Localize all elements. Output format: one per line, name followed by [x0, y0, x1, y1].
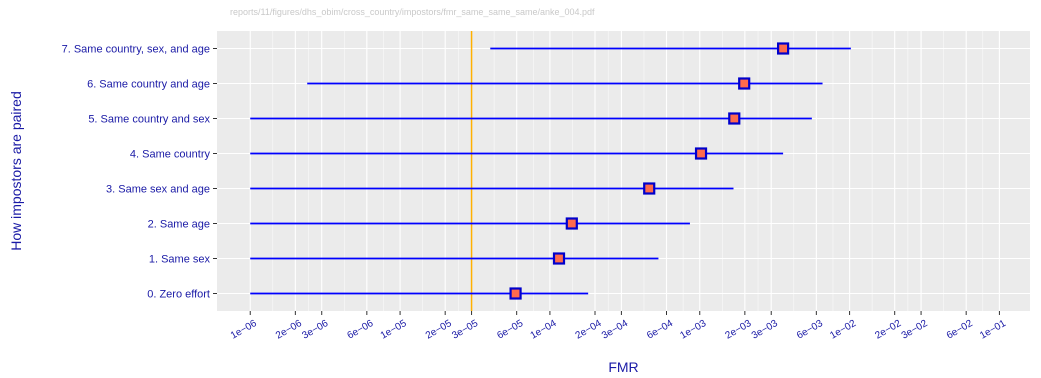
data-point [565, 217, 578, 230]
data-point [738, 77, 751, 90]
x-tick-label: 6e−03 [795, 318, 825, 342]
y-tick-label: 1. Same sex [149, 254, 211, 266]
x-tick-label: 1e−04 [529, 318, 559, 342]
data-point [552, 252, 566, 265]
x-tick-label: 6e−05 [495, 318, 525, 342]
y-tick-label: 0. Zero effort [147, 289, 210, 301]
x-tick-label: 6e−02 [945, 318, 975, 342]
x-tick-label: 1e−01 [978, 318, 1008, 342]
y-tick-label: 5. Same country and sex [88, 114, 210, 126]
y-axis-title: How impostors are paired [8, 91, 24, 251]
error-bars [250, 47, 851, 295]
x-tick-label: 2e−02 [873, 318, 903, 342]
x-tick-label: 6e−06 [346, 318, 376, 342]
x-axis-title: FMR [608, 359, 638, 375]
y-axis-ticks: 0. Zero effort 1. Same sex 2. Same age 3. S… [62, 44, 217, 301]
y-tick-label: 6. Same country and age [87, 79, 210, 91]
x-tick-label: 1e−03 [678, 318, 708, 342]
x-tick-label: 3e−02 [900, 318, 930, 342]
file-path-caption: reports/11/figures/dhs_obim/cross_countr… [230, 7, 595, 17]
x-tick-label: 3e−06 [300, 318, 330, 342]
x-tick-label: 2e−06 [274, 318, 304, 342]
data-point [694, 147, 708, 160]
y-tick-label: 3. Same sex and age [106, 184, 210, 196]
x-tick-label: 2e−05 [424, 318, 454, 342]
data-points [509, 42, 790, 300]
x-tick-label: 2e−03 [724, 318, 754, 342]
data-point [728, 112, 741, 125]
x-tick-label: 3e−04 [600, 318, 630, 342]
data-point [776, 42, 790, 55]
x-tick-label: 6e−04 [645, 318, 675, 342]
y-tick-label: 7. Same country, sex, and age [62, 44, 210, 56]
x-tick-label: 1e−02 [828, 318, 858, 342]
data-point [509, 287, 522, 300]
x-tick-label: 1e−05 [379, 318, 409, 342]
y-tick-label: 2. Same age [148, 219, 210, 231]
data-point [643, 182, 656, 195]
x-tick-label: 2e−04 [574, 318, 604, 342]
x-tick-label: 1e−06 [229, 318, 259, 342]
minor-gridlines [272, 31, 984, 311]
x-tick-label: 3e−05 [450, 318, 480, 342]
y-tick-label: 4. Same country [130, 149, 211, 161]
x-tick-label: 3e−03 [750, 318, 780, 342]
